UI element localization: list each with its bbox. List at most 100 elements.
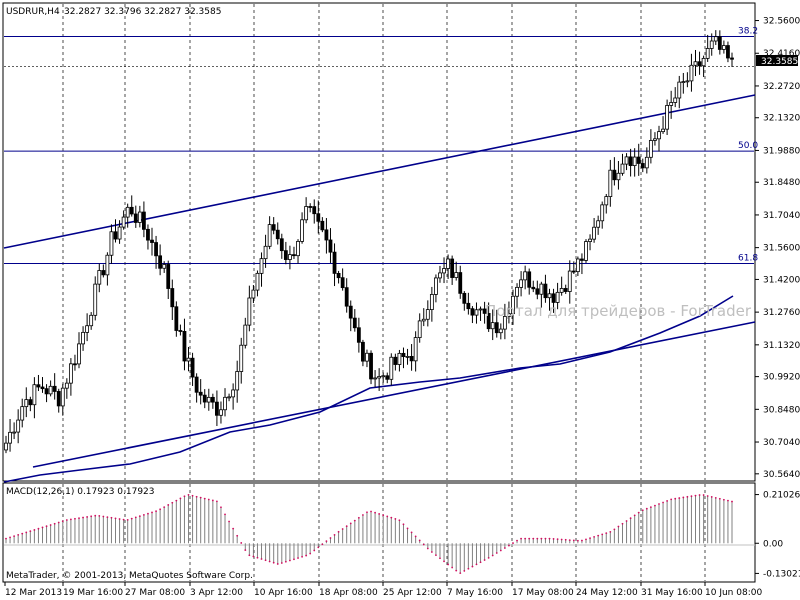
price-axis: 32.5600 32.4160 32.2720 32.1320 31.9880 31.84… [755, 17, 800, 480]
candle-body [726, 45, 730, 59]
macd-signal-point [187, 493, 190, 496]
current-price-label: 32.3585 [761, 57, 798, 67]
candle-body [555, 291, 560, 303]
macd-signal-point [637, 511, 640, 514]
macd-signal-point [232, 527, 235, 530]
candle-body [709, 40, 714, 49]
candle-body [283, 250, 288, 260]
macd-signal-point [682, 496, 685, 499]
candle-body [48, 385, 53, 395]
macd-signal-point [597, 534, 600, 537]
candle-body [24, 399, 29, 408]
macd-signal-point [556, 538, 559, 541]
macd-signal-point [625, 520, 628, 522]
macd-signal-point [666, 500, 669, 502]
macd-signal-point [142, 514, 145, 516]
macd-signal-point [224, 513, 226, 516]
candle-body [381, 375, 386, 378]
macd-signal-point [418, 539, 421, 542]
macd-signal-point [5, 537, 7, 540]
candle-body [186, 357, 191, 362]
macd-signal-point [447, 563, 449, 566]
price-tick-label: 30.8480 [763, 405, 800, 415]
candle-body [312, 206, 317, 215]
candle-body [162, 264, 167, 269]
macd-signal-point [552, 537, 555, 540]
time-tick-label: 7 May 16:00 [447, 588, 503, 598]
macd-signal-point [65, 519, 68, 521]
macd-signal-point [21, 532, 24, 535]
price-tick-label: 32.1320 [763, 114, 800, 124]
candle-body [16, 419, 21, 433]
candle-body [320, 220, 325, 231]
candle-body [243, 324, 248, 346]
macd-signal-point [499, 549, 502, 552]
macd-signal-point [309, 552, 312, 555]
macd-signal-point [613, 528, 616, 531]
macd-signal-point [621, 522, 624, 525]
macd-signal-point [9, 536, 11, 539]
price-tick-label: 31.8480 [763, 178, 800, 188]
candle-body [701, 57, 706, 67]
macd-signal-point [654, 504, 656, 507]
time-tick-label: 18 Apr 08:00 [319, 588, 378, 598]
candle-body [661, 128, 665, 133]
candle-body [56, 391, 61, 407]
candle-body [502, 316, 507, 330]
candle-body [129, 206, 134, 215]
candle-body [247, 297, 252, 326]
candle-body [653, 138, 657, 141]
candle-body [713, 36, 718, 42]
macd-signal-point [325, 540, 328, 543]
macd-signal-point [244, 549, 247, 551]
candle-body [121, 216, 126, 228]
candle-body [608, 169, 613, 197]
macd-signal-point [727, 499, 729, 502]
macd-signal-point [491, 554, 494, 557]
macd-signal-point [276, 563, 279, 565]
macd-signal-point [540, 537, 543, 540]
candle-body [141, 211, 146, 230]
candle-body [482, 308, 487, 314]
macd-signal-point [25, 531, 28, 534]
candle-body [559, 288, 564, 293]
candle-body [539, 283, 544, 295]
macd-signal-point [191, 494, 194, 497]
candle-body [438, 272, 442, 279]
candle-body [474, 309, 479, 316]
macd-signal-point [349, 522, 352, 525]
trend-lines [3, 94, 756, 483]
macd-signal-point [305, 554, 308, 557]
candle-body [681, 81, 686, 83]
candle-body [20, 406, 25, 421]
candle-body [717, 36, 722, 50]
macd-signal-point [122, 518, 125, 521]
candle-body [547, 293, 552, 299]
macd-signal-point [114, 517, 117, 520]
candle-body [275, 229, 280, 240]
candle-body [450, 258, 455, 278]
macd-signal-point [49, 524, 52, 526]
fibonacci-label: 50.0 [738, 141, 758, 151]
macd-signal-point [57, 521, 60, 524]
ohlc-values: 32.2827 32.3796 32.2827 32.3585 [64, 7, 221, 17]
candle-body [405, 356, 410, 358]
macd-signal-point [78, 517, 80, 520]
macd-signal-point [252, 555, 255, 558]
macd-signal-point [710, 496, 713, 498]
macd-signal-point [674, 497, 677, 500]
time-tick-label: 12 Mar 2013 [5, 588, 62, 598]
channel-upper-line [3, 94, 756, 249]
macd-signal-point [544, 537, 547, 540]
current-price-marker: 32.3585 [756, 55, 798, 67]
candle-body [389, 356, 394, 380]
macd-signal-point [317, 546, 320, 549]
candle-body [543, 283, 548, 299]
macd-signal-point [220, 506, 222, 509]
price-tick-label: 31.1320 [763, 341, 800, 351]
candle-body [324, 229, 329, 241]
candle-body [231, 389, 236, 398]
candle-body [40, 386, 45, 390]
candle-body [580, 258, 584, 261]
